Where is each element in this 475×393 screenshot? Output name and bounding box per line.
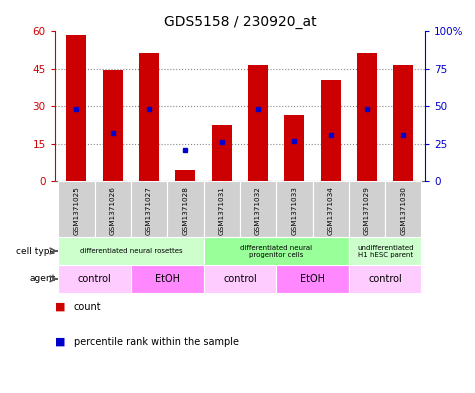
Bar (349, 182, 385, 237)
Text: agent: agent (29, 274, 56, 283)
Text: GSM1371030: GSM1371030 (400, 186, 406, 235)
Bar (175, 170, 195, 182)
Bar (204, 182, 240, 237)
Bar (285, 115, 304, 182)
Bar (167, 182, 204, 237)
Text: differentiated neural rosettes: differentiated neural rosettes (80, 248, 182, 254)
Bar (58, 265, 131, 293)
Text: GSM1371033: GSM1371033 (291, 186, 297, 235)
Bar (349, 265, 421, 293)
Title: GDS5158 / 230920_at: GDS5158 / 230920_at (163, 15, 316, 29)
Text: control: control (223, 274, 257, 284)
Text: control: control (368, 274, 402, 284)
Bar (131, 265, 204, 293)
Bar (58, 237, 204, 265)
Bar (321, 80, 341, 182)
Text: GSM1371026: GSM1371026 (110, 186, 116, 235)
Text: GSM1371027: GSM1371027 (146, 186, 152, 235)
Bar (357, 53, 377, 182)
Text: GSM1371029: GSM1371029 (364, 186, 370, 235)
Text: undifferentiated
H1 hESC parent: undifferentiated H1 hESC parent (357, 244, 413, 257)
Bar (248, 65, 268, 182)
Bar (276, 265, 349, 293)
Bar (103, 70, 123, 182)
Bar (385, 182, 421, 237)
Bar (204, 237, 349, 265)
Bar (393, 65, 413, 182)
Text: ■: ■ (55, 337, 65, 347)
Bar (212, 125, 232, 182)
Text: EtOH: EtOH (300, 274, 325, 284)
Bar (139, 53, 159, 182)
Text: GSM1371028: GSM1371028 (182, 186, 189, 235)
Bar (58, 182, 95, 237)
Bar (66, 35, 86, 182)
Text: cell type: cell type (16, 246, 56, 255)
Text: GSM1371031: GSM1371031 (218, 186, 225, 235)
Text: GSM1371034: GSM1371034 (328, 186, 333, 235)
Bar (276, 182, 313, 237)
Text: count: count (74, 301, 101, 312)
Bar (95, 182, 131, 237)
Bar (313, 182, 349, 237)
Text: EtOH: EtOH (155, 274, 180, 284)
Bar (204, 265, 276, 293)
Text: GSM1371025: GSM1371025 (74, 186, 79, 235)
Bar (349, 237, 421, 265)
Text: differentiated neural
progenitor cells: differentiated neural progenitor cells (240, 244, 312, 257)
Text: ■: ■ (55, 301, 65, 312)
Bar (240, 182, 276, 237)
Text: percentile rank within the sample: percentile rank within the sample (74, 337, 238, 347)
Bar (131, 182, 167, 237)
Text: GSM1371032: GSM1371032 (255, 186, 261, 235)
Text: control: control (78, 274, 112, 284)
